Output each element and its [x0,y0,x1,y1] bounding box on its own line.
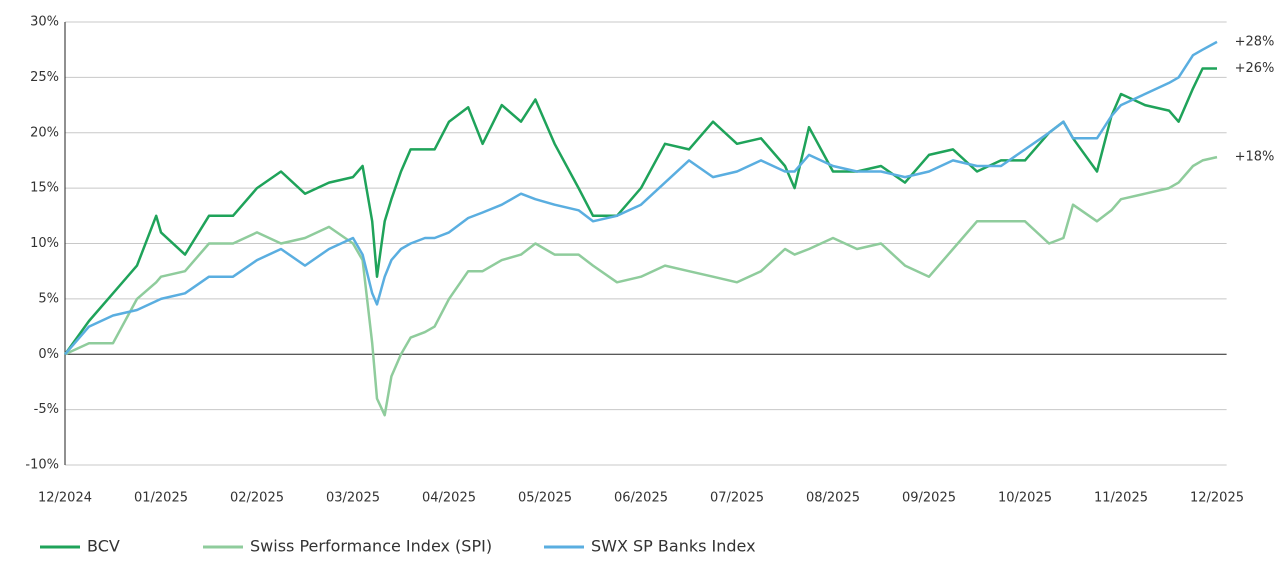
x-tick-label: 04/2025 [422,491,476,506]
y-tick-label: 10% [30,236,59,251]
y-tick-label: -5% [34,402,59,417]
legend-label: BCV [87,537,120,556]
y-tick-label: 15% [30,181,59,196]
end-label: +26% [1235,61,1275,76]
x-tick-label: 12/2025 [1190,491,1244,506]
y-tick-label: -10% [25,458,59,473]
x-tick-label: 03/2025 [326,491,380,506]
y-tick-label: 25% [30,70,59,85]
x-tick-label: 01/2025 [134,491,188,506]
legend-label: SWX SP Banks Index [591,537,756,556]
y-tick-label: 0% [38,347,59,362]
x-tick-label: 10/2025 [998,491,1052,506]
x-tick-label: 09/2025 [902,491,956,506]
y-tick-label: 30% [30,15,59,30]
x-tick-label: 02/2025 [230,491,284,506]
y-tick-label: 20% [30,125,59,140]
end-label: +28% [1235,34,1275,49]
x-tick-label: 07/2025 [710,491,764,506]
x-tick-label: 11/2025 [1094,491,1148,506]
x-tick-label: 08/2025 [806,491,860,506]
end-label: +18% [1235,150,1275,165]
y-tick-label: 5% [38,291,59,306]
x-tick-label: 12/2024 [38,491,92,506]
x-tick-label: 06/2025 [614,491,668,506]
x-tick-label: 05/2025 [518,491,572,506]
series-line [63,67,1217,356]
series-line [64,155,1218,417]
series-line [64,40,1218,356]
legend-label: Swiss Performance Index (SPI) [250,537,492,556]
